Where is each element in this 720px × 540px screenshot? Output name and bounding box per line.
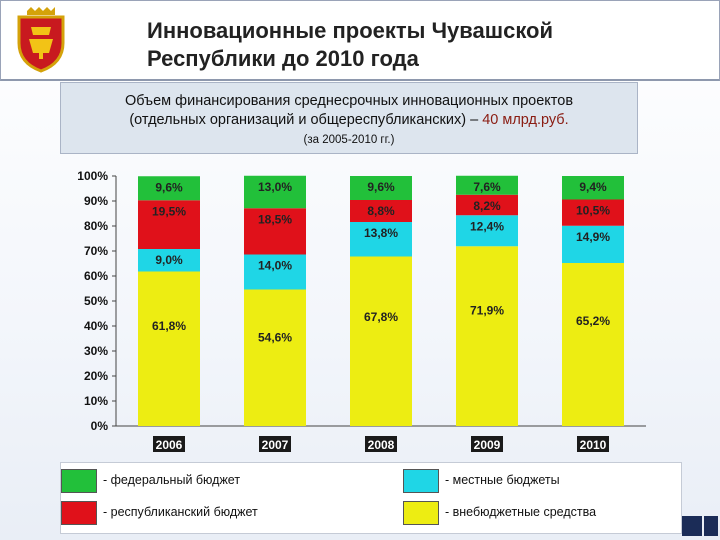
y-tick-label: 10% (84, 394, 108, 408)
legend-swatch-federal (61, 469, 97, 493)
legend-label-local: - местные бюджеты (445, 473, 560, 487)
bar-segment-offbudget (138, 271, 200, 426)
chart-subtitle-box: Объем финансирования среднесрочных иннов… (60, 82, 638, 154)
data-label: 54,6% (258, 330, 292, 344)
data-label: 9,6% (155, 180, 183, 194)
chuvash-emblem-icon (17, 7, 65, 73)
bar-segment-offbudget (350, 256, 412, 426)
bar-segment-offbudget (562, 263, 624, 426)
data-label: 71,9% (470, 304, 504, 318)
y-tick-label: 80% (84, 219, 108, 233)
bar-segment-local (244, 254, 306, 290)
data-label: 12,4% (470, 219, 504, 233)
legend-swatch-republic (61, 501, 97, 525)
y-tick-label: 100% (77, 169, 108, 183)
subtitle-period: (за 2005-2010 гг.) (303, 134, 395, 146)
legend-label-offbudget: - внебюджетные средства (445, 505, 597, 519)
data-label: 14,9% (576, 230, 610, 244)
header-bar: Инновационные проекты Чувашской Республи… (0, 0, 720, 81)
x-tick-label: 2006 (156, 438, 183, 452)
title-line-1: Инновационные проекты Чувашской (147, 18, 554, 43)
year-label-bg (153, 436, 185, 452)
bar-segment-local (350, 222, 412, 257)
data-label: 9,0% (155, 253, 183, 267)
data-label: 13,0% (258, 180, 292, 194)
year-label-bg (365, 436, 397, 452)
chart-legend: - федеральный бюджет - местные бюджеты -… (60, 462, 682, 534)
data-label: 10,5% (576, 204, 610, 218)
subtitle-line-2: (отдельных организаций и общереспубликан… (61, 112, 637, 128)
bar-segment-federal (456, 175, 518, 195)
year-label-bg (259, 436, 291, 452)
bar-segment-offbudget (244, 289, 306, 426)
data-label: 67,8% (364, 310, 398, 324)
legend-label-federal: - федеральный бюджет (103, 473, 241, 487)
y-tick-label: 0% (91, 419, 109, 433)
bar-segment-republic (456, 194, 518, 216)
subtitle-line-1: Объем финансирования среднесрочных иннов… (124, 93, 574, 109)
legend-swatch-offbudget (403, 501, 439, 525)
legend-swatch-local (403, 469, 439, 493)
bar-segment-federal (138, 176, 200, 201)
bar-segment-federal (562, 176, 624, 200)
stacked-bar-chart: 0% 10% 20% 30% 40% 50% 60% 70% 80% 90% 100% 61,8% 9,… (77, 169, 646, 452)
subtitle-line-2-text: (отдельных организаций и общереспубликан… (129, 112, 483, 128)
legend-label-republic: - республиканский бюджет (103, 505, 258, 519)
data-label: 18,5% (258, 212, 292, 226)
y-tick-label: 50% (84, 294, 108, 308)
y-tick-label: 70% (84, 244, 108, 258)
data-label: 61,8% (152, 319, 186, 333)
x-tick-label: 2008 (368, 438, 395, 452)
nav-prev-slide-icon[interactable] (682, 516, 702, 536)
data-label: 8,8% (367, 204, 395, 218)
bar-segment-local (456, 215, 518, 247)
y-tick-label: 20% (84, 369, 108, 383)
data-label: 19,5% (152, 204, 186, 218)
bar-segment-local (562, 225, 624, 263)
bar-segment-republic (244, 208, 306, 255)
x-tick-label: 2009 (474, 438, 501, 452)
y-tick-label: 40% (84, 319, 108, 333)
bar-segment-federal (244, 175, 306, 209)
page-title: Инновационные проекты Чувашской Республи… (147, 17, 667, 73)
data-label: 65,2% (576, 314, 610, 328)
bar-segment-republic (562, 199, 624, 226)
data-label: 9,4% (579, 180, 607, 194)
x-tick-label: 2010 (580, 438, 607, 452)
bar-segment-republic (350, 200, 412, 222)
bar-segment-offbudget (456, 246, 518, 426)
title-line-2: Республики до 2010 года (147, 46, 419, 71)
subtitle-total-amount: 40 млрд.руб. (482, 112, 569, 128)
y-tick-label: 60% (84, 269, 108, 283)
data-label: 9,6% (367, 180, 395, 194)
data-label: 13,8% (364, 226, 398, 240)
data-label: 14,0% (258, 259, 292, 273)
nav-next-slide-icon[interactable] (704, 516, 718, 536)
data-label: 8,2% (473, 199, 501, 213)
data-label: 7,6% (473, 180, 501, 194)
bar-segment-local (138, 249, 200, 272)
year-label-bg (577, 436, 609, 452)
bar-segment-federal (350, 176, 412, 200)
x-tick-label: 2007 (262, 438, 289, 452)
year-label-bg (471, 436, 503, 452)
bar-segment-republic (138, 200, 200, 249)
y-tick-label: 30% (84, 344, 108, 358)
y-tick-label: 90% (84, 194, 108, 208)
